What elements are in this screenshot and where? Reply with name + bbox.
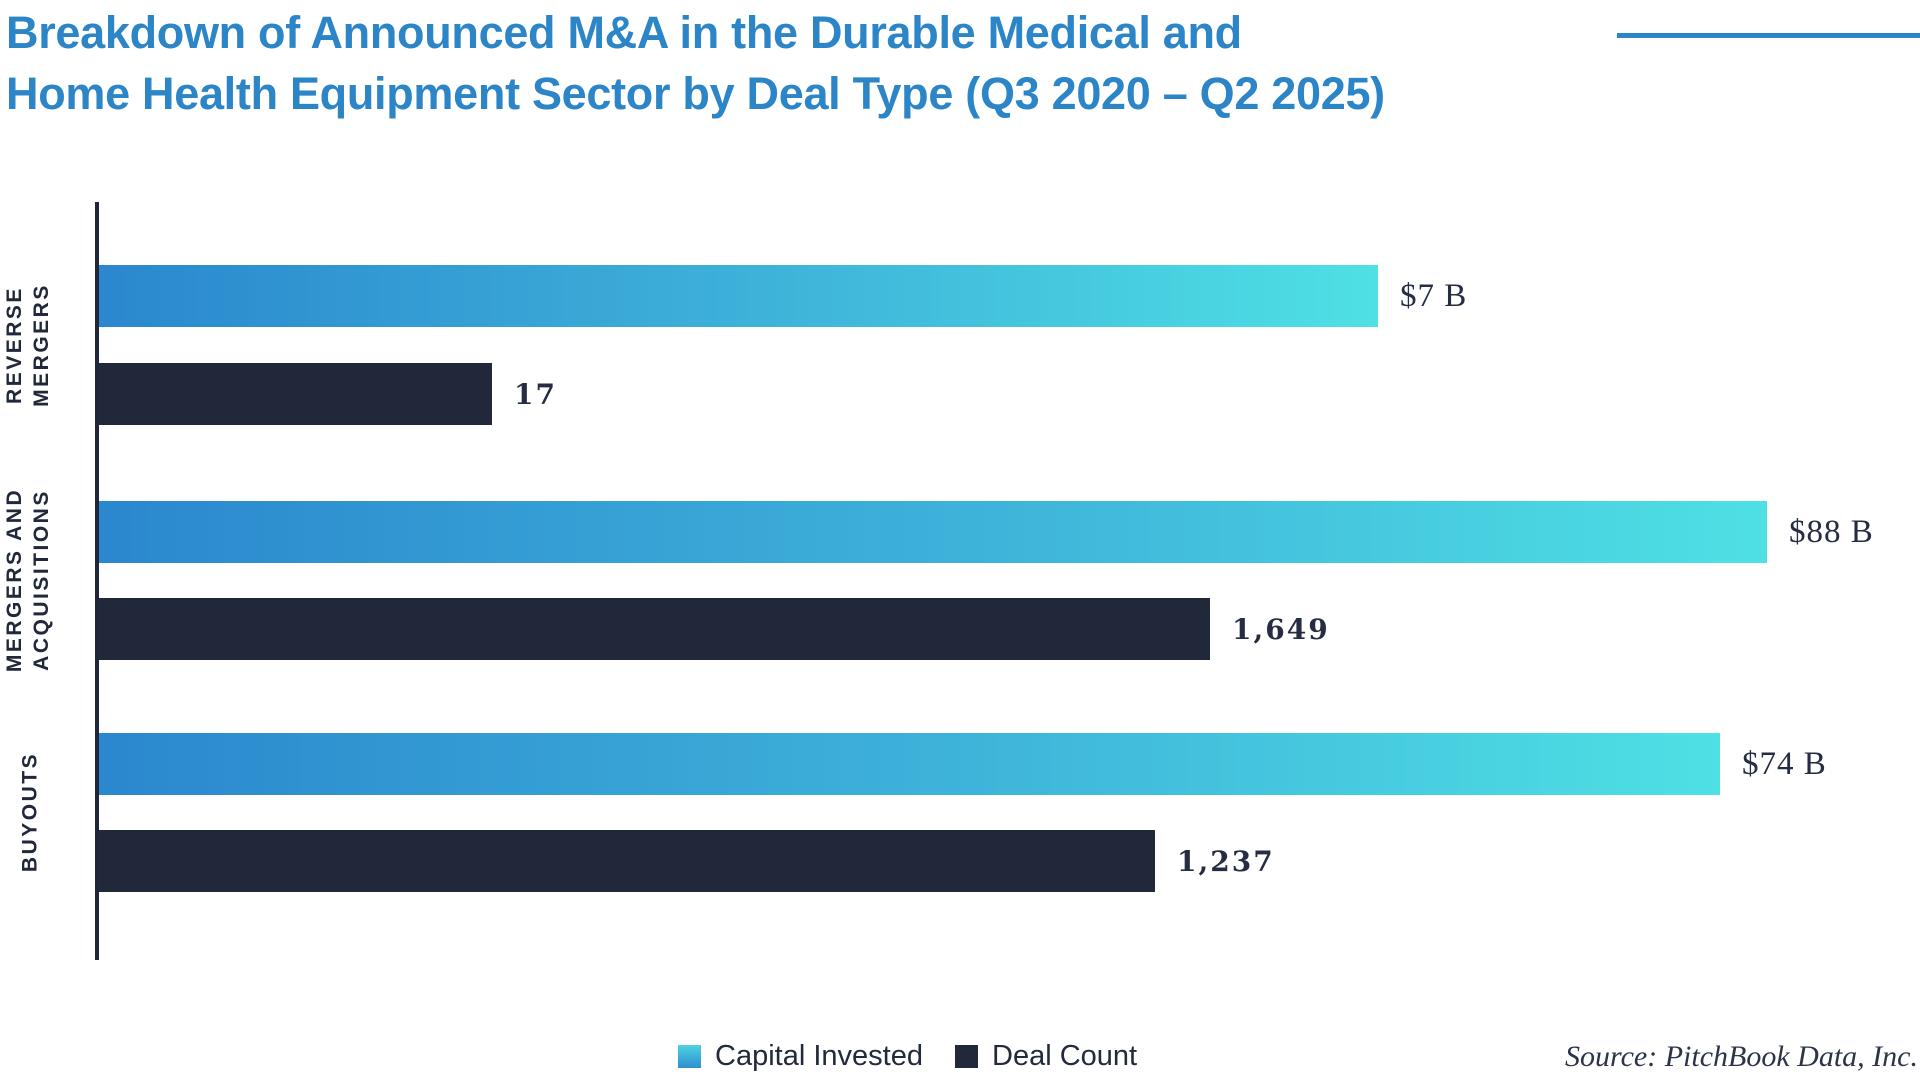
- bar-deal-count: [99, 830, 1155, 892]
- legend-item-capital-invested: Capital Invested: [678, 1040, 923, 1072]
- bar-capital-invested: [99, 265, 1378, 327]
- bar-deal-count: [99, 363, 492, 425]
- category-label-mergers-and-acquisitions: MERGERS AND ACQUISITIONS: [3, 487, 53, 673]
- capital-invested-swatch-icon: [678, 1044, 701, 1068]
- legend-item-deal-count: Deal Count: [955, 1040, 1137, 1072]
- category-label-reverse-mergers: REVERSE MERGERS: [3, 283, 53, 407]
- bar-value-label: $88 B: [1789, 513, 1874, 550]
- legend-label: Deal Count: [992, 1039, 1138, 1072]
- bar-row-dealcount-reverse-mergers: 17: [99, 363, 557, 425]
- bar-row-dealcount-mergers-acquisitions: 1,649: [99, 598, 1330, 660]
- legend-label: Capital Invested: [715, 1039, 923, 1072]
- source-attribution: Source: PitchBook Data, Inc.: [1565, 1040, 1918, 1073]
- y-axis-line: [95, 202, 99, 960]
- title-decorative-rule: [1617, 33, 1920, 38]
- bar-row-capital-mergers-acquisitions: $88 B: [99, 501, 1874, 563]
- bar-capital-invested: [99, 501, 1767, 563]
- chart-title-line2: Home Health Equipment Sector by Deal Typ…: [6, 68, 1385, 119]
- bar-value-label: 1,237: [1177, 844, 1275, 878]
- bar-row-capital-reverse-mergers: $7 B: [99, 265, 1467, 327]
- bar-value-label: 1,649: [1232, 612, 1330, 646]
- bar-deal-count: [99, 598, 1210, 660]
- category-label-buyouts: BUYOUTS: [18, 751, 42, 873]
- bar-value-label: 17: [514, 377, 557, 411]
- chart-title-line1: Breakdown of Announced M&A in the Durabl…: [6, 7, 1242, 58]
- chart-title: Breakdown of Announced M&A in the Durabl…: [6, 2, 1385, 124]
- bar-value-label: $74 B: [1742, 745, 1827, 782]
- bar-row-capital-buyouts: $74 B: [99, 733, 1827, 795]
- deal-count-swatch-icon: [955, 1044, 978, 1068]
- bar-capital-invested: [99, 733, 1720, 795]
- bar-value-label: $7 B: [1400, 277, 1468, 314]
- bar-row-dealcount-buyouts: 1,237: [99, 830, 1275, 892]
